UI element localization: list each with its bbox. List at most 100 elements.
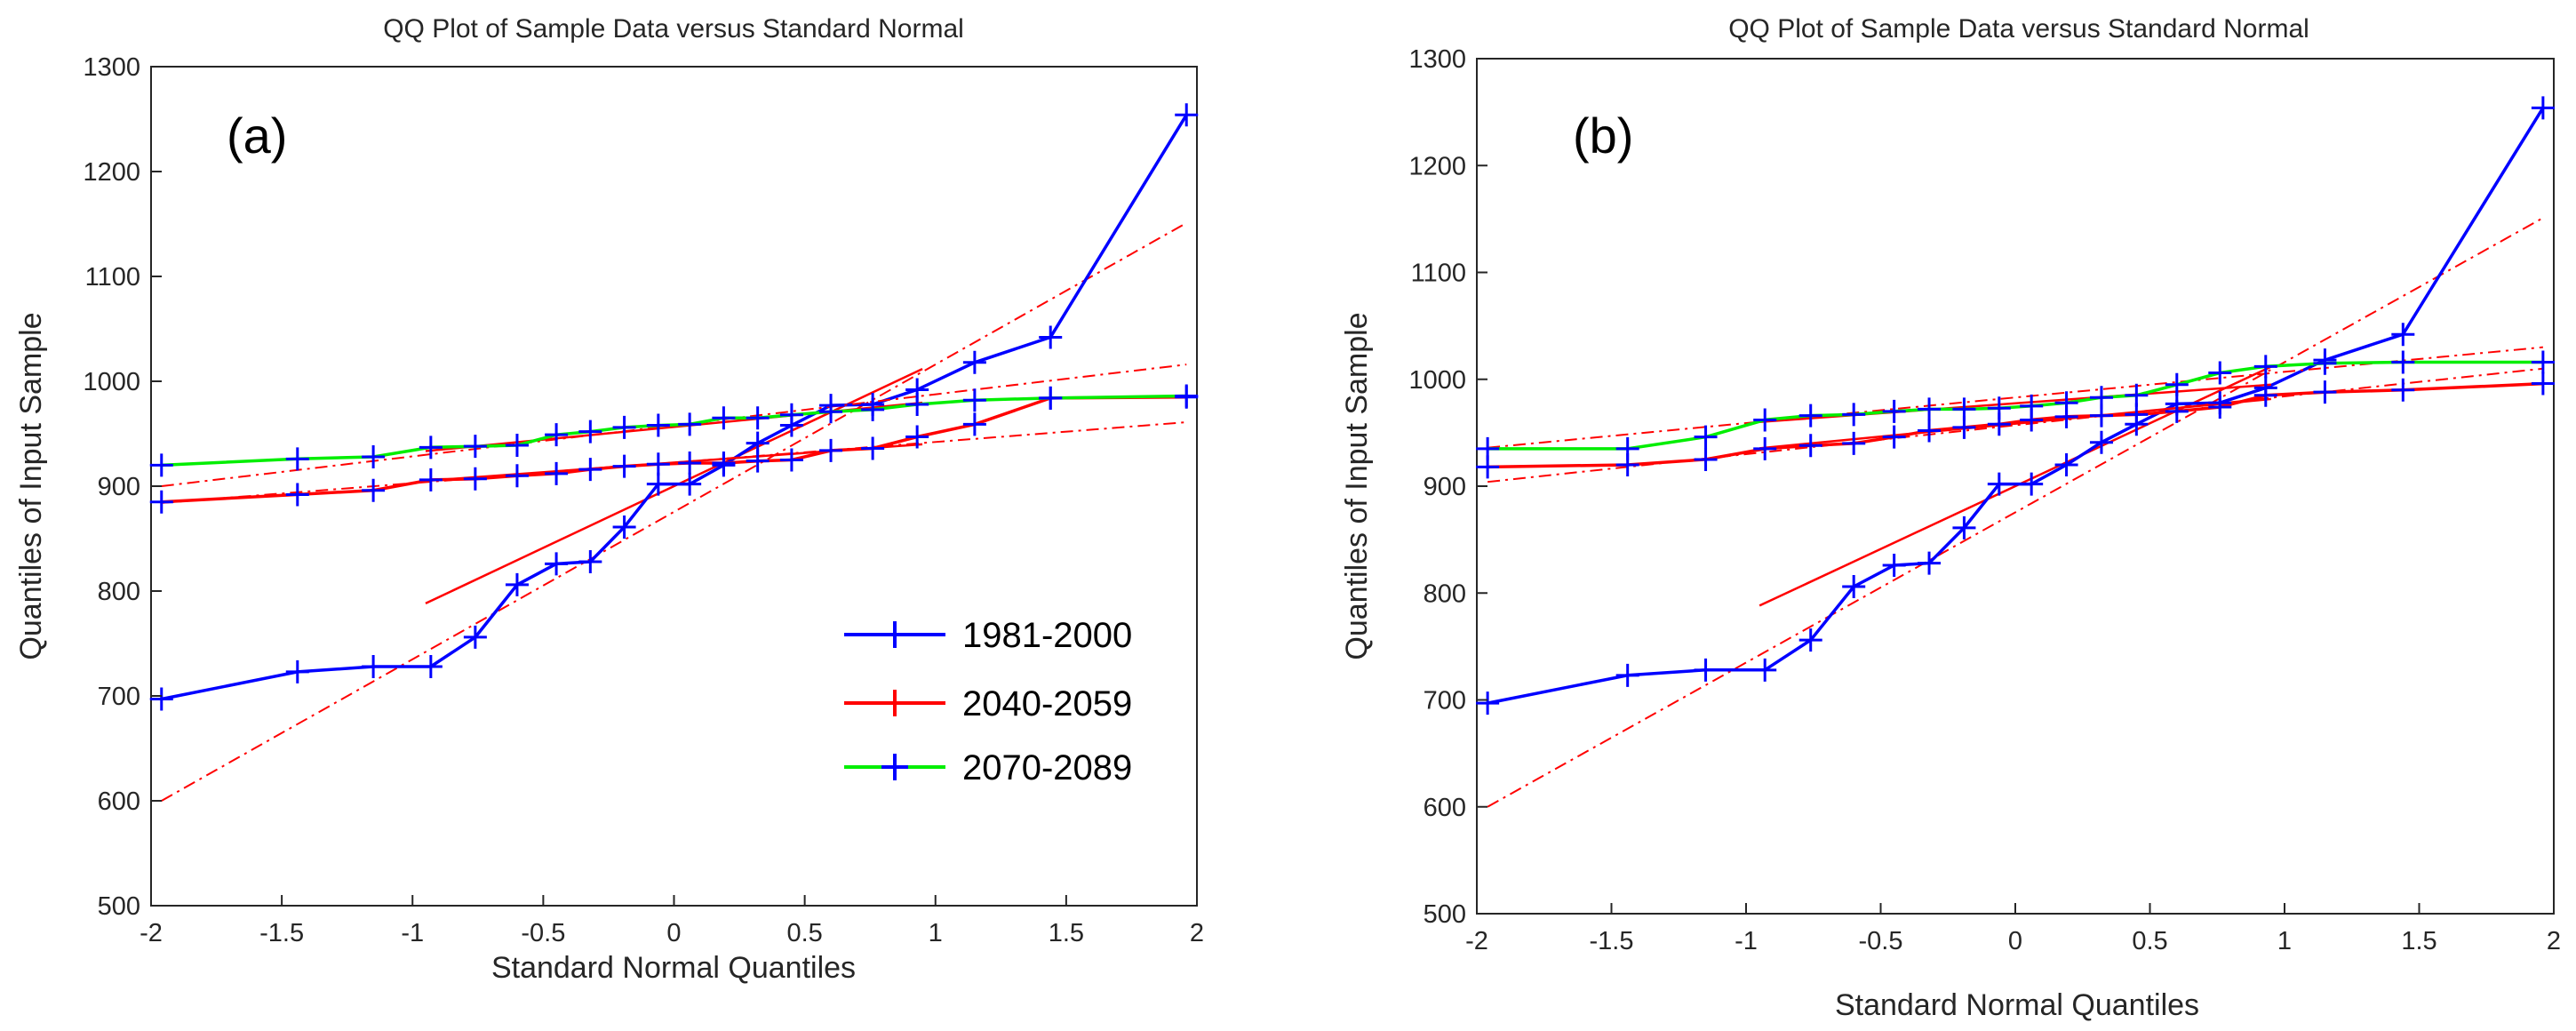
- series-layer-b: [1476, 96, 2555, 808]
- data-point-2070-2089-a-11: [712, 406, 736, 430]
- y-tick-label-1100-a: 1100: [85, 263, 140, 292]
- data-point-2040-2059-a-7: [578, 458, 602, 482]
- y-axis-label-b: Quantiles of Input Sample: [1340, 312, 1374, 659]
- chart-title-a: QQ Plot of Sample Data versus Standard N…: [383, 14, 964, 44]
- data-point-1981-2000-b-3: [1753, 658, 1777, 682]
- data-point-1981-2000-a-8: [612, 516, 636, 539]
- data-point-2040-2059-a-9: [646, 452, 670, 476]
- legend-item-2070-2089: 2070-2089: [844, 748, 1132, 787]
- data-point-2070-2089-a-19: [1175, 384, 1199, 408]
- y-axis-ticks-a: 500 600 700 800 900 1000 1100 1200 1300: [83, 53, 162, 921]
- data-point-2070-2089-a-0: [149, 453, 173, 477]
- y-tick-label-500-b: 500: [1424, 900, 1466, 929]
- series-layer-a: [149, 103, 1199, 802]
- data-point-2040-2059-b-17: [2313, 380, 2337, 404]
- data-point-2070-2089-b-4: [1798, 404, 1822, 428]
- data-point-2070-2089-a-7: [578, 420, 602, 444]
- data-point-1981-2000-a-2: [362, 654, 386, 678]
- data-point-1981-2000-a-6: [545, 552, 569, 576]
- data-point-2070-2089-a-6: [545, 423, 569, 447]
- data-point-2040-2059-a-16: [905, 425, 929, 449]
- legend-label-2070-2089: 2070-2089: [962, 748, 1132, 787]
- data-point-2070-2089-a-10: [678, 412, 702, 436]
- legend-a: 1981-2000 2040-2059 2070-2089: [844, 616, 1132, 787]
- data-point-2070-2089-b-2: [1694, 425, 1718, 449]
- data-point-1981-2000-b-0: [1476, 691, 1500, 715]
- data-point-2070-2089-a-12: [746, 406, 770, 430]
- data-point-2040-2059-b-5: [1842, 431, 1866, 455]
- x-tick-label-2-a: 2: [1190, 919, 1204, 947]
- data-point-2040-2059-a-2: [362, 478, 386, 502]
- data-point-2070-2089-b-10: [2020, 394, 2044, 418]
- y-tick-label-1200-a: 1200: [83, 158, 140, 187]
- data-point-2070-2089-b-7: [1918, 397, 1942, 421]
- data-point-1981-2000-b-5: [1842, 575, 1866, 599]
- data-point-2040-2059-a-6: [545, 461, 569, 485]
- data-point-2070-2089-a-14: [819, 400, 843, 424]
- data-point-2070-2089-b-16: [2253, 355, 2277, 379]
- data-point-1981-2000-b-2: [1694, 658, 1718, 682]
- fit-line-1981-2000-a: [425, 367, 923, 605]
- x-tick-label-1-5-a: 1.5: [1049, 919, 1084, 947]
- y-tick-label-1100-b: 1100: [1411, 260, 1466, 288]
- data-point-1981-2000-b-9: [1987, 472, 2011, 496]
- qq-plot-panel-b: QQ Plot of Sample Data versus Standard N…: [1340, 14, 2561, 1022]
- fit-line-2040-2059-b: [1759, 397, 2271, 450]
- data-point-2040-2059-b-16: [2253, 383, 2277, 407]
- data-point-2070-2089-a-16: [905, 392, 929, 416]
- data-point-2040-2059-b-18: [2391, 378, 2415, 402]
- legend-item-1981-2000: 1981-2000: [844, 616, 1132, 655]
- x-tick-label--0-5-b: -0.5: [1859, 927, 1903, 955]
- data-point-2040-2059-a-0: [149, 490, 173, 514]
- series-line-1981-2000-b: [1487, 107, 2545, 705]
- data-point-2070-2089-a-3: [419, 436, 443, 460]
- data-point-2070-2089-b-19: [2531, 350, 2555, 374]
- data-point-2070-2089-a-9: [646, 413, 670, 437]
- x-tick-label-0-b: 0: [2008, 927, 2022, 955]
- legend-marker-1981-2000: [881, 621, 908, 648]
- data-point-2040-2059-b-3: [1753, 436, 1777, 460]
- data-point-1981-2000-b-12: [2089, 430, 2113, 454]
- data-point-2070-2089-b-9: [1987, 396, 2011, 420]
- x-tick-label-0-5-a: 0.5: [786, 919, 822, 947]
- x-tick-label-2-b: 2: [2547, 927, 2561, 955]
- y-tick-label-1200-b: 1200: [1408, 152, 1466, 180]
- x-axis-ticks-b: -2 -1.5 -1 -0.5 0 0.5 1 1.5 2: [1465, 903, 2561, 955]
- data-point-2070-2089-a-13: [779, 403, 803, 427]
- data-point-1981-2000-a-10: [678, 472, 702, 496]
- data-point-2040-2059-b-2: [1694, 447, 1718, 471]
- chart-title-b: QQ Plot of Sample Data versus Standard N…: [1728, 14, 2309, 44]
- y-tick-label-900-a: 900: [98, 473, 140, 501]
- y-tick-label-700-b: 700: [1424, 687, 1466, 715]
- data-point-1981-2000-b-4: [1798, 628, 1822, 652]
- data-point-2070-2089-b-14: [2165, 372, 2189, 396]
- y-tick-label-600-b: 600: [1424, 794, 1466, 822]
- qq-plot-panel-a: QQ Plot of Sample Data versus Standard N…: [14, 14, 1204, 985]
- data-point-2070-2089-b-17: [2313, 351, 2337, 375]
- data-point-2070-2089-b-1: [1615, 436, 1639, 460]
- fit-extrapolated-line-2040-2059-a: [161, 421, 1187, 504]
- data-point-2070-2089-a-17: [962, 388, 986, 412]
- legend-item-2040-2059: 2040-2059: [844, 684, 1132, 723]
- data-point-2070-2089-b-15: [2208, 361, 2232, 385]
- data-point-2070-2089-b-11: [2054, 391, 2078, 415]
- data-point-2040-2059-a-3: [419, 468, 443, 492]
- y-axis-ticks-b: 500 600 700 800 900 1000 1100 1200 1300: [1408, 45, 1487, 929]
- data-point-2070-2089-a-5: [505, 433, 529, 457]
- fit-extrapolated-line-2040-2059-b: [1487, 367, 2543, 484]
- x-tick-label--1-b: -1: [1735, 927, 1758, 955]
- y-tick-label-1000-b: 1000: [1408, 366, 1466, 395]
- data-point-2040-2059-a-5: [505, 464, 529, 488]
- data-point-1981-2000-b-7: [1918, 551, 1942, 575]
- data-point-2040-2059-a-1: [285, 483, 309, 507]
- x-tick-label-1-5-b: 1.5: [2401, 927, 2436, 955]
- data-point-2040-2059-a-11: [712, 452, 736, 476]
- panel-label-b: (b): [1573, 108, 1633, 164]
- y-tick-label-700-a: 700: [98, 683, 140, 711]
- data-point-2040-2059-a-8: [612, 454, 636, 478]
- data-point-2040-2059-b-19: [2531, 372, 2555, 396]
- data-point-2040-2059-a-14: [819, 438, 843, 462]
- data-point-1981-2000-b-11: [2054, 452, 2078, 476]
- data-point-2070-2089-a-4: [463, 435, 487, 459]
